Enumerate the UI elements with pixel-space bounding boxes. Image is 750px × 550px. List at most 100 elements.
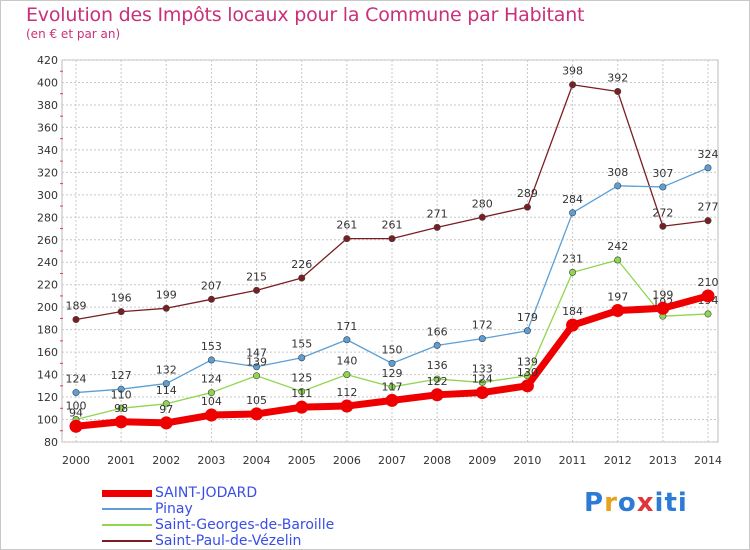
legend-label: Saint-Georges-de-Baroille — [155, 517, 335, 533]
logo-letter: i — [654, 488, 665, 518]
legend-swatch — [102, 540, 152, 542]
data-label: 136 — [427, 359, 448, 372]
data-point — [659, 222, 667, 230]
data-point — [117, 385, 125, 393]
data-label: 166 — [427, 325, 448, 338]
data-label: 129 — [382, 367, 403, 380]
data-point — [523, 203, 531, 211]
data-label: 179 — [517, 311, 538, 324]
data-label: 184 — [562, 305, 583, 318]
data-point — [253, 286, 261, 294]
data-point — [704, 164, 712, 172]
data-label: 272 — [652, 206, 673, 219]
data-label: 124 — [201, 373, 222, 386]
legend-swatch — [102, 508, 152, 510]
data-point — [478, 335, 486, 343]
data-label: 139 — [517, 356, 538, 369]
data-label: 277 — [698, 201, 719, 214]
data-point — [566, 318, 580, 332]
data-label: 398 — [562, 65, 583, 78]
data-point — [614, 256, 622, 264]
data-point — [701, 289, 715, 303]
data-point — [569, 268, 577, 276]
data-point — [433, 341, 441, 349]
x-tick-label: 2002 — [152, 454, 180, 467]
data-label: 199 — [156, 288, 177, 301]
y-tick-label: 380 — [37, 99, 58, 112]
y-tick-label: 420 — [37, 54, 58, 67]
logo-letter: x — [636, 488, 655, 518]
data-label: 307 — [652, 167, 673, 180]
y-tick-label: 240 — [37, 256, 58, 269]
y-tick-label: 120 — [37, 391, 58, 404]
legend-swatch — [102, 524, 152, 526]
data-point — [520, 379, 534, 393]
data-point — [117, 308, 125, 316]
chart-title: Evolution des Impôts locaux pour la Comm… — [26, 4, 585, 26]
logo-letter: o — [617, 488, 637, 518]
data-point — [204, 408, 218, 422]
data-label: 171 — [336, 320, 357, 333]
x-tick-label: 2000 — [62, 454, 90, 467]
data-point — [295, 400, 309, 414]
data-label: 242 — [607, 240, 628, 253]
legend-label: Saint-Paul-de-Vézelin — [155, 533, 302, 549]
x-tick-label: 2013 — [649, 454, 677, 467]
data-point — [569, 81, 577, 89]
legend-label: SAINT-JODARD — [155, 485, 258, 501]
x-tick-label: 2001 — [107, 454, 135, 467]
data-point — [298, 274, 306, 282]
data-label: 153 — [201, 340, 222, 353]
y-tick-label: 360 — [37, 121, 58, 134]
data-point — [72, 389, 80, 397]
data-point — [433, 223, 441, 231]
data-point — [117, 404, 125, 412]
x-tick-label: 2010 — [513, 454, 541, 467]
data-label: 94 — [69, 406, 83, 419]
data-label: 105 — [246, 394, 267, 407]
data-point — [433, 375, 441, 383]
y-tick-label: 200 — [37, 301, 58, 314]
x-tick-label: 2008 — [423, 454, 451, 467]
y-tick-label: 400 — [37, 76, 58, 89]
data-label: 261 — [336, 219, 357, 232]
data-label: 226 — [291, 258, 312, 271]
data-label: 324 — [698, 148, 719, 161]
data-label: 155 — [291, 338, 312, 351]
logo-letter: P — [584, 488, 605, 518]
y-tick-label: 180 — [37, 324, 58, 337]
y-tick-label: 260 — [37, 234, 58, 247]
logo-letter: t — [664, 488, 678, 518]
data-point — [704, 310, 712, 318]
chart-subtitle: (en € et par an) — [26, 27, 121, 41]
data-label: 104 — [201, 395, 222, 408]
data-point — [614, 87, 622, 95]
proxiti-logo: Proxiti — [584, 488, 688, 518]
data-point — [656, 301, 670, 315]
data-point — [69, 419, 83, 433]
data-point — [207, 356, 215, 364]
data-label: 284 — [562, 193, 583, 206]
y-tick-label: 340 — [37, 144, 58, 157]
data-label: 280 — [472, 197, 493, 210]
data-point — [253, 363, 261, 371]
data-point — [430, 388, 444, 402]
x-tick-label: 2003 — [197, 454, 225, 467]
data-label: 127 — [111, 369, 132, 382]
y-tick-label: 220 — [37, 279, 58, 292]
data-point — [611, 304, 625, 318]
data-point — [343, 235, 351, 243]
data-point — [253, 372, 261, 380]
data-point — [114, 415, 128, 429]
y-tick-label: 280 — [37, 211, 58, 224]
data-label: 210 — [698, 276, 719, 289]
data-label: 122 — [427, 375, 448, 388]
y-tick-label: 80 — [44, 436, 58, 449]
plot-area — [61, 59, 719, 443]
data-point — [388, 383, 396, 391]
data-point — [385, 393, 399, 407]
y-tick-label: 100 — [37, 414, 58, 427]
data-label: 271 — [427, 207, 448, 220]
x-tick-label: 2011 — [559, 454, 587, 467]
